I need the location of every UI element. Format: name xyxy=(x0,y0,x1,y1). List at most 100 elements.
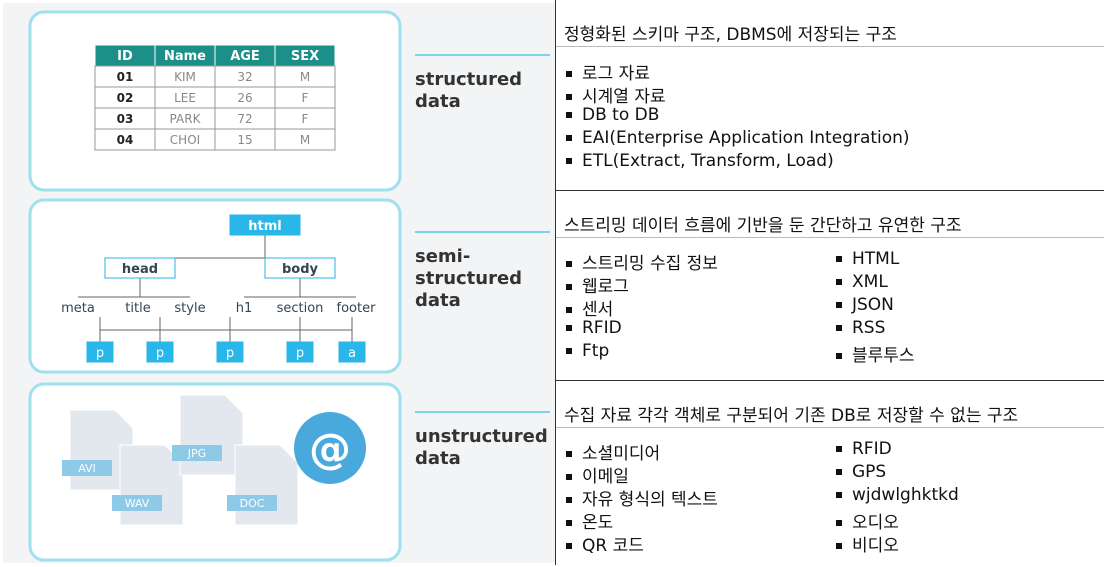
list-item: RFID xyxy=(836,439,892,459)
list-item: 시계열 자료 xyxy=(566,82,666,107)
list-item: HTML xyxy=(836,249,899,269)
file-label: JPG xyxy=(187,447,206,460)
th-text: SEX xyxy=(291,49,319,64)
list-item: RSS xyxy=(836,318,885,338)
list-item: GPS xyxy=(836,462,886,482)
list-item: XML xyxy=(836,272,888,292)
list-item: 비디오 xyxy=(836,531,899,556)
at-symbol: @ xyxy=(309,424,351,473)
row-label: structured xyxy=(415,268,522,289)
node-text: p xyxy=(226,346,234,361)
td-text: CHOI xyxy=(170,133,200,147)
node-text: a xyxy=(348,346,356,361)
file-label: AVI xyxy=(78,462,96,475)
list-item: ETL(Extract, Transform, Load) xyxy=(566,151,834,171)
td-text: PARK xyxy=(170,112,202,126)
td-text: KIM xyxy=(174,70,196,84)
list-item: Ftp xyxy=(566,341,609,361)
divider xyxy=(556,237,1104,238)
illustration: structureddatasemi-structureddataunstruc… xyxy=(3,3,555,563)
node xyxy=(216,341,244,363)
list-item: 센서 xyxy=(566,295,613,320)
node xyxy=(146,341,174,363)
file xyxy=(179,394,244,476)
td-text: LEE xyxy=(174,91,196,105)
row-label: structured xyxy=(415,69,522,90)
list-item: wjdwlghktkd xyxy=(836,485,959,505)
list-item: EAI(Enterprise Application Integration) xyxy=(566,128,910,148)
node xyxy=(286,341,314,363)
node xyxy=(338,341,366,363)
file xyxy=(234,444,299,526)
td-text: 04 xyxy=(117,133,134,147)
node xyxy=(104,257,176,279)
td-text: 15 xyxy=(237,133,252,147)
td-text: 32 xyxy=(237,70,252,84)
td-text: 26 xyxy=(237,91,252,105)
td xyxy=(274,128,336,151)
node-text: head xyxy=(122,262,158,277)
divider xyxy=(556,427,1104,428)
file-tag xyxy=(112,495,162,511)
th-text: AGE xyxy=(230,49,260,64)
file-label: WAV xyxy=(125,497,150,510)
description: 수집 자료 각각 객체로 구분되어 기존 DB로 저장할 수 없는 구조 xyxy=(564,406,1019,426)
row-label: data xyxy=(415,290,461,311)
td-text: F xyxy=(302,112,309,126)
row-label: data xyxy=(415,448,461,469)
td-text: 72 xyxy=(237,112,252,126)
frame xyxy=(28,198,402,374)
list-item: 이메일 xyxy=(566,462,629,487)
node-text: h1 xyxy=(236,301,253,316)
td-text: 01 xyxy=(117,70,134,84)
table-border xyxy=(555,0,1106,565)
td-text: 03 xyxy=(117,112,134,126)
node-text: section xyxy=(277,301,324,316)
node-text: footer xyxy=(337,301,377,316)
list-item: 웹로그 xyxy=(566,272,629,297)
row-label: data xyxy=(415,91,461,112)
td-text: M xyxy=(300,70,310,84)
node-text: body xyxy=(282,262,319,277)
node xyxy=(229,214,301,236)
at-circle xyxy=(294,412,366,484)
list-item: QR 코드 xyxy=(566,531,644,556)
node xyxy=(264,257,336,279)
row-label: unstructured xyxy=(415,426,548,447)
list-item: 블루투스 xyxy=(836,341,915,366)
file-label: DOC xyxy=(240,497,265,510)
row-label: semi- xyxy=(415,246,470,267)
list-item: JSON xyxy=(836,295,894,315)
node-text: title xyxy=(125,301,150,316)
th-text: Name xyxy=(164,49,206,64)
description: 정형화된 스키마 구조, DBMS에 저장되는 구조 xyxy=(564,25,897,45)
list-item: 스트리밍 수집 정보 xyxy=(566,249,718,274)
divider xyxy=(556,46,1104,47)
list-item: 자유 형식의 텍스트 xyxy=(566,485,718,510)
list-item: DB to DB xyxy=(566,105,659,125)
td-text: F xyxy=(302,91,309,105)
node-text: html xyxy=(248,219,281,234)
list-item: 오디오 xyxy=(836,508,899,533)
file-tag xyxy=(227,495,277,511)
file-tag xyxy=(172,445,222,461)
node-text: p xyxy=(156,346,164,361)
description: 스트리밍 데이터 흐름에 기반을 둔 간단하고 유연한 구조 xyxy=(564,216,962,236)
td-text: M xyxy=(300,133,310,147)
list-item: 로그 자료 xyxy=(566,59,650,84)
td-text: 02 xyxy=(117,91,134,105)
node-text: meta xyxy=(61,301,95,316)
file-tag xyxy=(62,460,112,476)
list-item: 온도 xyxy=(566,508,613,533)
node xyxy=(86,341,114,363)
node-text: style xyxy=(174,301,205,316)
node-text: p xyxy=(96,346,104,361)
node-text: p xyxy=(296,346,304,361)
list-item: 소셜미디어 xyxy=(566,439,660,464)
th-text: ID xyxy=(117,49,133,64)
list-item: RFID xyxy=(566,318,622,338)
